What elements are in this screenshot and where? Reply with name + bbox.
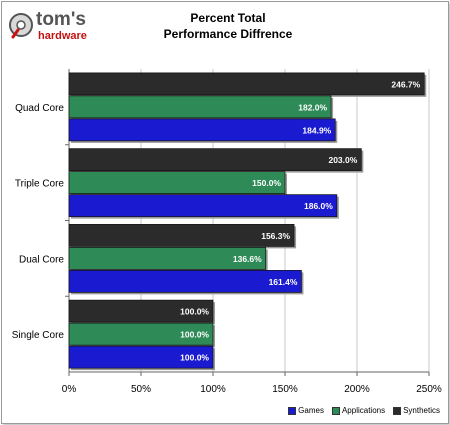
bar-synthetics (68, 224, 295, 247)
bar-synthetics (68, 299, 214, 323)
category-label: Dual Core (19, 254, 64, 265)
chart-legend: Games Applications Synthetics (288, 406, 440, 415)
data-label: 182.0% (298, 102, 327, 112)
logo-brand-bottom: hardware (38, 30, 87, 42)
legend-item-applications: Applications (331, 406, 386, 415)
data-label: 161.4% (269, 277, 298, 287)
bar-applications (68, 247, 267, 270)
x-tick-label: 150% (272, 384, 298, 395)
logo-brand-top: tom's (36, 9, 86, 30)
data-label: 100.0% (180, 307, 209, 317)
bar-games (68, 118, 336, 142)
legend-item-games: Games (288, 406, 324, 415)
x-tick-label: 0% (62, 384, 77, 395)
category-label: Triple Core (15, 179, 65, 190)
legend-label: Applications (341, 406, 386, 415)
bar-applications (68, 171, 286, 194)
x-tick-label: 100% (200, 384, 226, 395)
bar-games (68, 194, 338, 217)
category-label: Single Core (12, 330, 65, 341)
category-label: Quad Core (15, 103, 64, 114)
data-label: 156.3% (261, 231, 290, 241)
x-tick-label: 50% (131, 384, 151, 395)
bar-synthetics (68, 72, 425, 96)
legend-label: Synthetics (403, 406, 440, 415)
x-tick-label: 200% (344, 384, 370, 395)
legend-swatch (393, 406, 402, 415)
data-label: 184.9% (302, 125, 331, 135)
x-tick-label: 250% (416, 384, 442, 395)
data-label: 203.0% (328, 155, 357, 165)
chart-title-line1: Percent Total (190, 11, 266, 25)
legend-item-synthetics: Synthetics (393, 406, 440, 415)
bar-games (68, 270, 302, 293)
data-label: 136.6% (233, 254, 262, 264)
legend-label: Games (298, 406, 324, 415)
logo-graphic: tom's hardware (9, 9, 87, 42)
data-label: 100.0% (180, 353, 209, 363)
chart-title-line2: Performance Diffrence (163, 27, 293, 41)
bar-synthetics (68, 148, 362, 171)
legend-swatch (288, 406, 297, 415)
data-label: 246.7% (391, 79, 420, 89)
toms-hardware-logo: tom's hardware (8, 8, 108, 44)
bar-applications (68, 322, 214, 346)
data-label: 100.0% (180, 330, 209, 340)
data-label: 150.0% (252, 178, 281, 188)
chart-title: Percent Total Performance Diffrence (122, 10, 334, 42)
bar-applications (68, 95, 332, 119)
data-label: 186.0% (304, 201, 333, 211)
legend-swatch (331, 406, 340, 415)
bar-games (68, 345, 214, 369)
